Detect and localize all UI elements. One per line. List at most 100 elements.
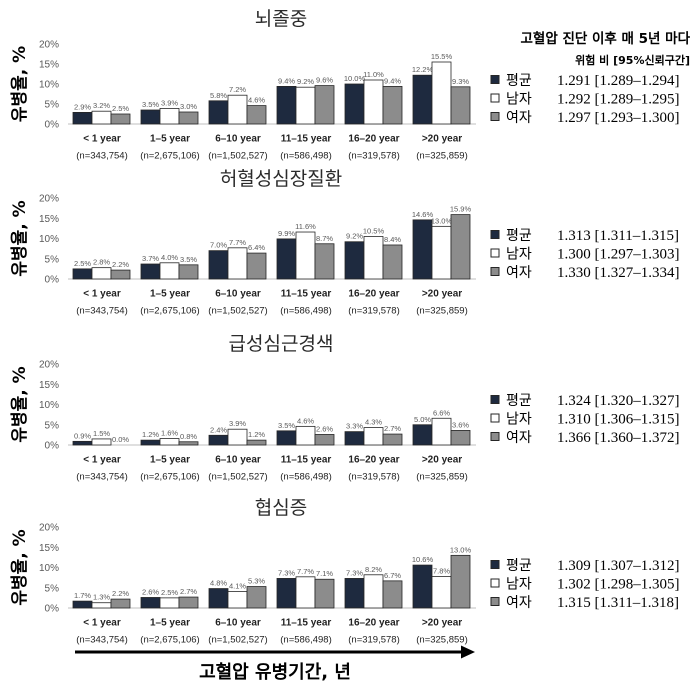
data-label: 2.9%: [74, 102, 91, 111]
legend-label: 남자: [506, 92, 532, 108]
data-label: 4.6%: [297, 416, 314, 425]
x-tick-sample-size: (n=1,502,527): [208, 306, 267, 317]
data-label: 9.2%: [297, 77, 314, 86]
legend-label: 여자: [506, 110, 532, 126]
bar-male: [91, 438, 112, 446]
bar-male: [227, 590, 248, 609]
bar-group: 14.6%13.0% 15.9%: [412, 205, 471, 280]
data-label: 2.5%: [112, 104, 129, 113]
bar-group: 1.2% 1.6% 0.8%: [140, 429, 199, 446]
y-tick-label: 0%: [45, 441, 60, 452]
bar-group: 1.7% 1.3% 2.2%: [72, 589, 131, 609]
y-tick-label: 0%: [45, 275, 60, 286]
bar-female: [178, 441, 199, 446]
data-label: 11.6%: [295, 222, 316, 231]
legend-swatch: [490, 578, 500, 588]
data-label: 6.6%: [433, 408, 450, 417]
data-label: 0.0%: [112, 435, 129, 444]
x-tick-label: 6–10 year: [215, 134, 261, 145]
legend-label: 평균: [506, 228, 532, 244]
data-label: 2.6%: [142, 587, 159, 596]
bar-male: [295, 425, 316, 446]
legend-label: 평균: [506, 73, 532, 89]
bar-mean: [140, 109, 161, 125]
bar-group: 2.9% 3.2% 2.5%: [72, 101, 131, 125]
data-label: 3.9%: [229, 419, 246, 428]
bar-mean: [208, 434, 229, 446]
y-tick-label: 10%: [39, 234, 59, 245]
bar-group: 0.9% 1.5%0.0%: [72, 429, 129, 446]
legend-hazard-ratio: 1.315 [1.311–1.318]: [557, 595, 679, 611]
data-label: 3.2%: [93, 101, 110, 110]
y-axis-label: 유병율, %: [10, 200, 30, 276]
bar-mean: [208, 588, 229, 609]
bar-group: 9.9%11.6%8.7%: [276, 222, 335, 280]
data-label: 14.6%: [412, 210, 434, 219]
bar-female: [314, 578, 335, 609]
x-tick-sample-size: (n=343,754): [76, 472, 128, 483]
x-tick-label: 16–20 year: [348, 289, 399, 300]
chart-title: 협심증: [255, 497, 307, 519]
y-tick-label: 15%: [39, 60, 59, 71]
data-label: 2.7%: [384, 424, 401, 433]
data-label: 9.4%: [278, 76, 295, 85]
bar-male: [159, 262, 180, 280]
x-tick-label: 1–5 year: [150, 455, 190, 466]
x-tick-sample-size: (n=325,859): [416, 306, 468, 317]
bar-female: [246, 439, 267, 446]
x-tick-sample-size: (n=2,675,106): [140, 151, 199, 162]
bar-female: [382, 244, 403, 280]
x-tick-label: 16–20 year: [348, 134, 399, 145]
bar-female: [110, 269, 131, 280]
bar-mean: [344, 578, 365, 609]
x-tick-sample-size: (n=586,498): [280, 472, 332, 483]
bar-mean: [72, 600, 93, 609]
legend-hazard-ratio: 1.297 [1.293–1.300]: [557, 110, 680, 126]
bar-female: [382, 580, 403, 609]
data-label: 7.8%: [433, 566, 450, 575]
legend-label: 여자: [506, 595, 532, 611]
bar-group: 3.5% 3.9% 3.0%: [140, 98, 199, 125]
x-tick-sample-size: (n=2,675,106): [140, 306, 199, 317]
legend-hazard-ratio: 1.302 [1.298–1.305]: [557, 577, 680, 593]
legend-hazard-ratio: 1.330 [1.327–1.334]: [557, 265, 680, 281]
legend-label: 여자: [506, 430, 532, 446]
bar-mean: [72, 268, 93, 280]
legend-item-male: 남자 1.310 [1.306–1.315]: [490, 412, 680, 428]
bar-male: [227, 428, 248, 446]
bar-group: 7.3% 7.7% 7.1%: [276, 567, 335, 609]
x-tick-label: 11–15 year: [281, 618, 332, 629]
bar-male: [159, 108, 180, 125]
data-label: 8.4%: [384, 235, 401, 244]
x-tick-label: 11–15 year: [281, 289, 332, 300]
legend-swatch: [490, 597, 500, 606]
bar-female: [246, 105, 267, 125]
data-label: 2.5%: [161, 588, 178, 597]
x-tick-label: >20 year: [422, 289, 462, 300]
data-label: 1.6%: [161, 429, 178, 438]
y-tick-label: 20%: [39, 523, 59, 534]
data-label: 13.0%: [450, 545, 472, 554]
data-label: 1.2%: [142, 430, 159, 439]
data-label: 7.3%: [346, 568, 363, 577]
bar-group: 3.3% 4.3%2.7%: [344, 418, 403, 446]
bar-male: [91, 602, 112, 609]
bar-male: [363, 236, 384, 280]
bar-female: [178, 264, 199, 280]
chart-title: 허혈성심장질환: [220, 168, 342, 190]
x-tick-sample-size: (n=343,754): [76, 306, 128, 317]
legend-swatch: [490, 75, 500, 84]
legend: 평균 1.324 [1.320–1.327] 남자 1.310 [1.306–1.31…: [490, 393, 680, 446]
data-label: 10.6%: [412, 555, 434, 564]
legend-label: 남자: [506, 577, 532, 593]
data-label: 5.3%: [248, 577, 265, 586]
bar-female: [450, 554, 471, 609]
bar-group: 5.0%6.6%3.6%: [412, 408, 471, 446]
x-tick-label: 11–15 year: [281, 455, 332, 466]
y-tick-label: 20%: [39, 194, 59, 205]
bar-mean: [140, 439, 161, 446]
